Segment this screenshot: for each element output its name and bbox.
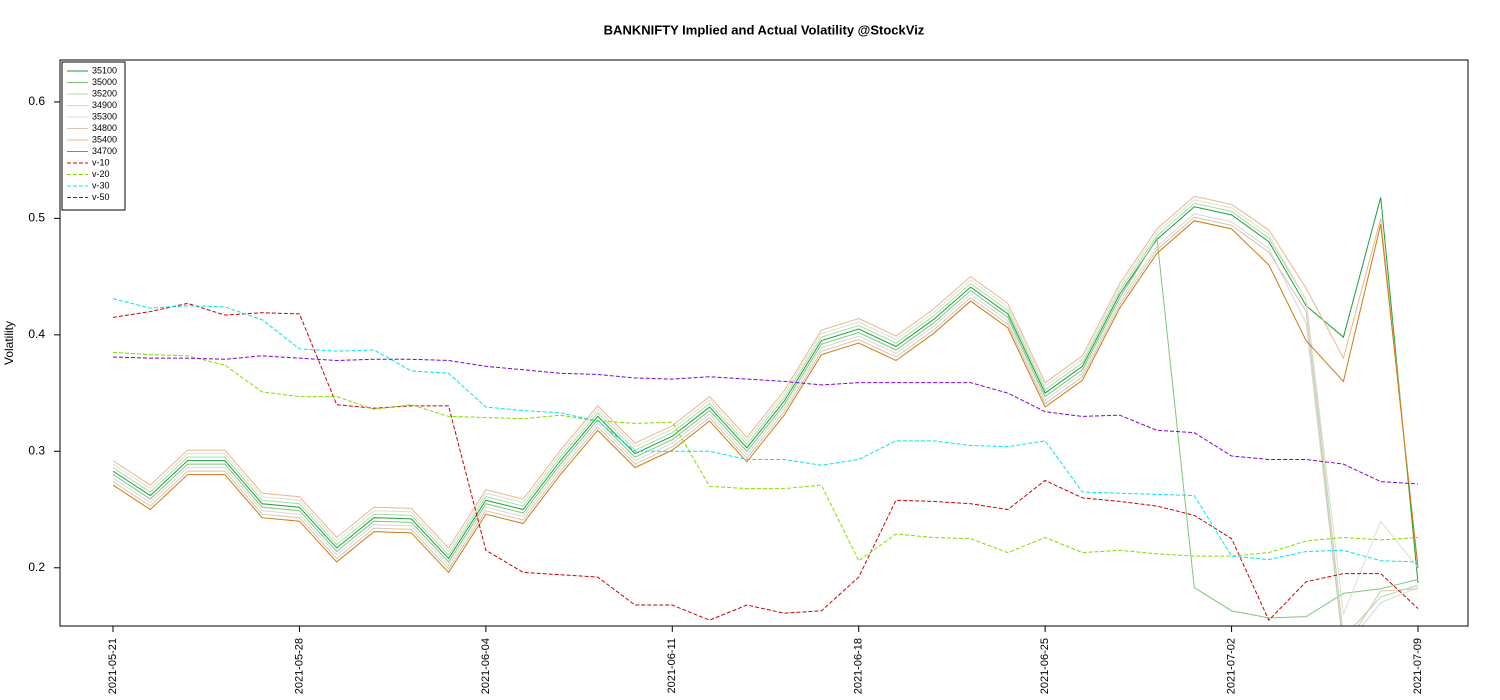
legend-text: v-20 — [92, 169, 110, 179]
series-line — [112, 355, 1419, 485]
legend-text: 35100 — [92, 65, 117, 75]
x-tick-label: 2021-05-21 — [107, 638, 119, 694]
y-tick-label: 0.3 — [28, 443, 45, 457]
series-line — [112, 202, 1419, 626]
y-tick-label: 0.5 — [28, 211, 45, 225]
legend-text: 34800 — [92, 123, 117, 133]
x-tick-label: 2021-06-18 — [853, 638, 865, 694]
chart-title: BANKNIFTY Implied and Actual Volatility … — [604, 22, 925, 37]
x-tick-label: 2021-07-02 — [1225, 638, 1237, 694]
legend-text: 34700 — [92, 146, 117, 156]
legend-text: 34900 — [92, 100, 117, 110]
legend-text: 35400 — [92, 134, 117, 144]
y-tick-label: 0.4 — [28, 327, 45, 341]
series-line — [112, 351, 1419, 562]
legend-text: v-30 — [92, 180, 110, 190]
legend-text: v-50 — [92, 192, 110, 202]
y-axis-label: Volatility — [2, 321, 16, 365]
series-line — [112, 220, 1419, 574]
plot-frame — [59, 59, 1469, 627]
x-tick-label: 2021-05-28 — [293, 638, 305, 694]
x-tick-label: 2021-07-09 — [1412, 638, 1424, 694]
legend-text: v-10 — [92, 157, 110, 167]
series-line — [112, 236, 1419, 619]
y-tick-label: 0.2 — [28, 560, 45, 574]
y-tick-label: 0.6 — [28, 94, 45, 108]
series-line — [112, 302, 1419, 622]
plot-lines — [112, 195, 1419, 626]
x-tick-label: 2021-06-25 — [1039, 638, 1051, 694]
legend-text: 35200 — [92, 88, 117, 98]
x-tick-label: 2021-06-04 — [480, 638, 492, 694]
series-line — [112, 213, 1419, 626]
legend-box — [61, 61, 126, 211]
series-line — [112, 195, 1419, 568]
series-line — [112, 216, 1419, 626]
series-line — [112, 298, 1419, 563]
series-line — [112, 199, 1419, 615]
x-tick-label: 2021-06-11 — [666, 638, 678, 693]
series-line — [112, 197, 1419, 583]
legend-text: 35000 — [92, 77, 117, 87]
legend-text: 35300 — [92, 111, 117, 121]
